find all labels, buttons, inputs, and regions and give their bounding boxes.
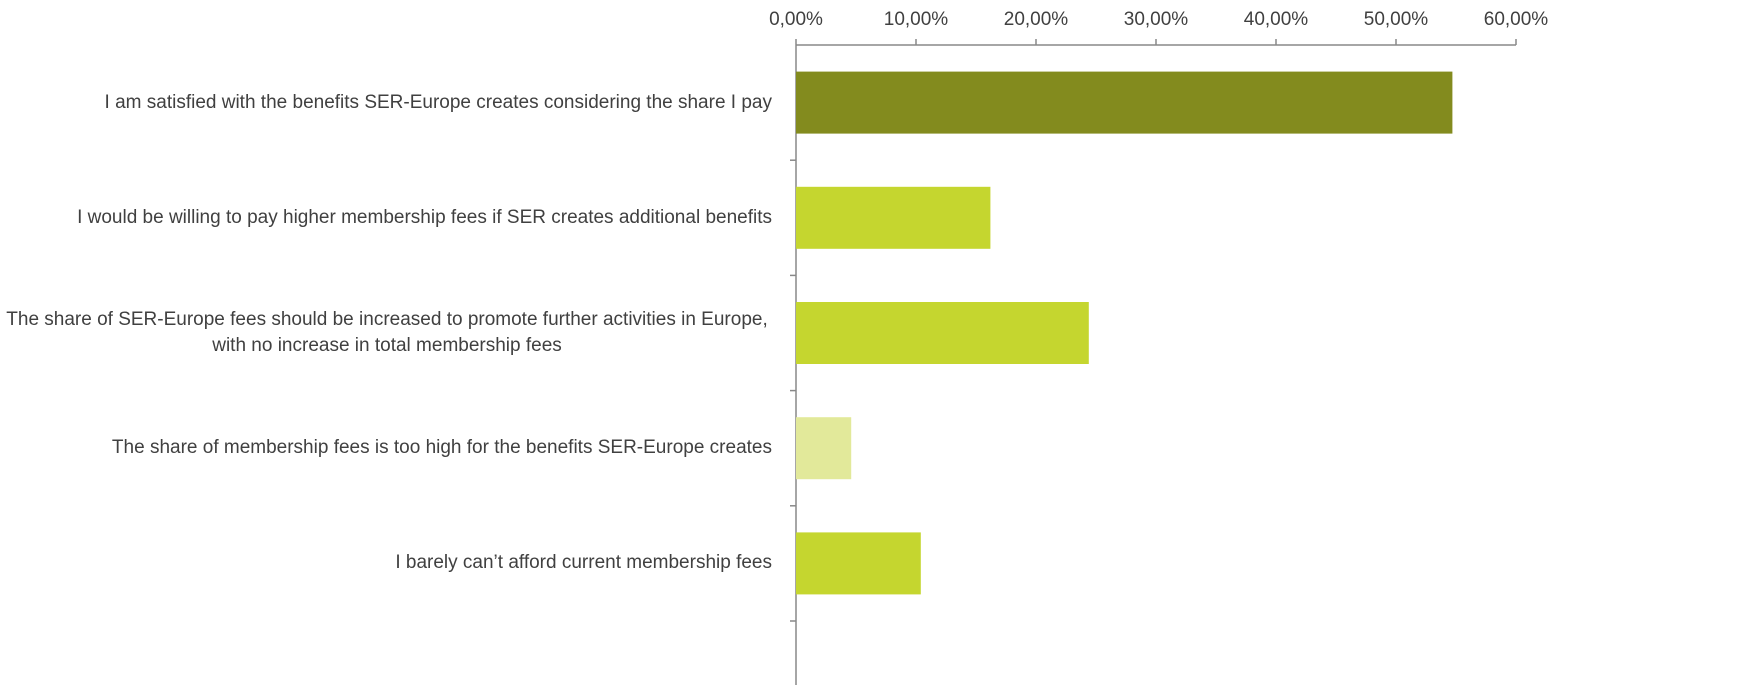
x-tick-label: 10,00% xyxy=(884,9,949,30)
bar xyxy=(796,532,921,595)
category-label-box: The share of SER-Europe fees should be i… xyxy=(0,293,772,373)
bar xyxy=(796,302,1089,364)
x-tick-label: 30,00% xyxy=(1124,9,1189,30)
y-tick-label: The share of SER-Europe fees should be i… xyxy=(6,309,768,356)
category-label-box: I barely can’t afford current membership… xyxy=(0,523,772,603)
x-tick-label: 60,00% xyxy=(1484,9,1549,30)
y-tick-label: The share of membership fees is too high… xyxy=(111,437,772,459)
y-tick-label: I would be willing to pay higher members… xyxy=(77,206,772,228)
y-tick-label: I am satisfied with the benefits SER-Eur… xyxy=(104,91,772,113)
y-tick-label: I barely can’t afford current membership… xyxy=(395,552,772,574)
x-tick-label: 20,00% xyxy=(1004,9,1069,30)
x-tick-label: 50,00% xyxy=(1364,9,1429,30)
x-tick-label: 0,00% xyxy=(769,9,823,30)
bar xyxy=(796,71,1453,134)
category-label-box: I would be willing to pay higher members… xyxy=(0,178,772,258)
bar xyxy=(796,417,852,480)
x-tick-label: 40,00% xyxy=(1244,9,1309,30)
category-label-box: The share of membership fees is too high… xyxy=(0,408,772,488)
bar xyxy=(796,186,991,249)
category-label-box: I am satisfied with the benefits SER-Eur… xyxy=(0,63,772,143)
